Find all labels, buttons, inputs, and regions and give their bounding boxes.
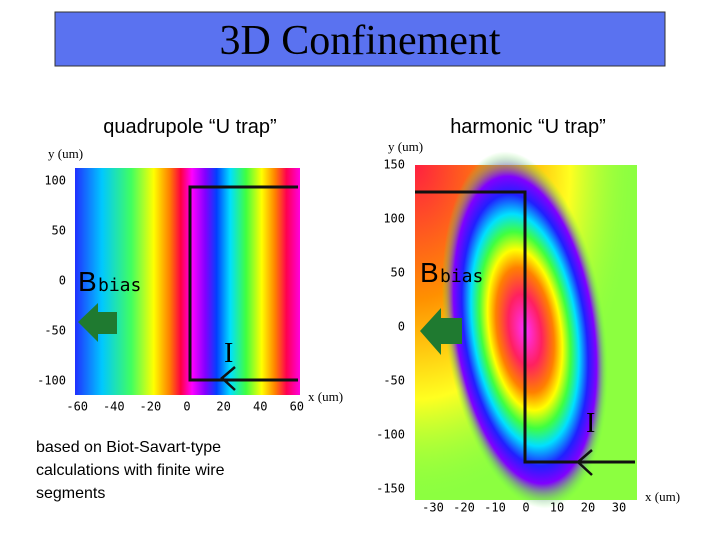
y-tick-label: 100 (44, 174, 66, 188)
field-label: B (78, 266, 97, 297)
field-subscript: bias (98, 275, 141, 296)
y-tick-label: 100 (383, 212, 405, 226)
y-tick-label: -100 (376, 428, 405, 442)
y-tick-label: 150 (383, 158, 405, 172)
x-axis-label: x (um) (308, 389, 343, 404)
title: 3D Confinement (219, 18, 500, 64)
caption-line: segments (36, 485, 105, 502)
x-tick-label: -20 (453, 501, 475, 515)
x-tick-label: 10 (550, 501, 564, 515)
wire (188, 185, 298, 382)
field-label: B (420, 257, 439, 288)
wire (415, 190, 635, 464)
x-tick-label: -40 (103, 400, 125, 414)
current-label: I (224, 338, 233, 369)
current-arrow (220, 366, 236, 391)
x-tick-label: 20 (216, 400, 230, 414)
caption-line: calculations with finite wire (36, 462, 225, 479)
y-tick-label: 0 (59, 274, 66, 288)
x-tick-label: 40 (253, 400, 267, 414)
x-axis-label: x (um) (645, 489, 680, 504)
field-arrow (78, 303, 117, 342)
y-tick-label: -100 (37, 374, 66, 388)
y-tick-label: -50 (383, 374, 405, 388)
y-tick-label: 0 (398, 320, 405, 334)
x-tick-label: -60 (66, 400, 88, 414)
field-arrow (420, 308, 462, 355)
title-box (54, 11, 666, 67)
x-tick-label: 0 (522, 501, 529, 515)
x-tick-label: -20 (140, 400, 162, 414)
x-tick-label: -30 (422, 501, 444, 515)
y-tick-label: 50 (52, 224, 66, 238)
contour-plot (75, 168, 300, 395)
current-arrow (576, 449, 593, 476)
caption-line: based on Biot-Savart-type (36, 439, 221, 456)
y-tick-label: -50 (44, 324, 66, 338)
x-tick-label: 20 (581, 501, 595, 515)
field-subscript: bias (440, 266, 483, 287)
subtitle: harmonic “U trap” (450, 116, 606, 138)
subtitle: quadrupole “U trap” (103, 116, 276, 138)
x-tick-label: 0 (183, 400, 190, 414)
x-tick-label: -10 (484, 501, 506, 515)
x-tick-label: 30 (612, 501, 626, 515)
x-tick-label: 60 (290, 400, 304, 414)
current-label: I (586, 408, 595, 439)
y-tick-label: 50 (391, 266, 405, 280)
y-axis-label: y (um) (48, 146, 83, 161)
y-axis-label: y (um) (388, 139, 423, 154)
y-tick-label: -150 (376, 482, 405, 496)
